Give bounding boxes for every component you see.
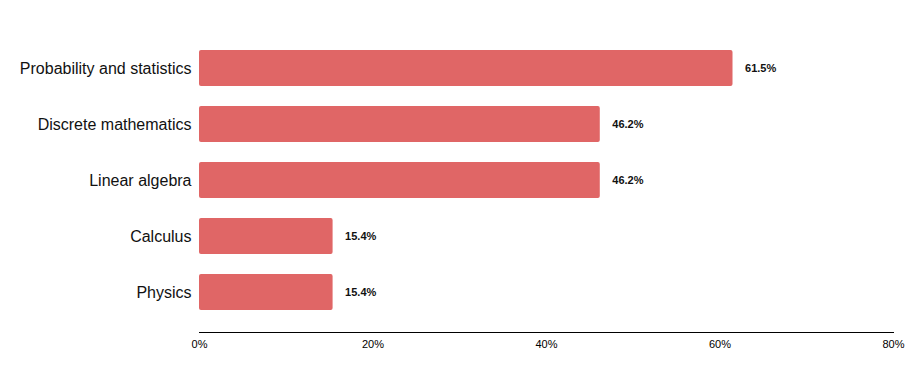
svg-text:15.4%: 15.4% bbox=[345, 230, 376, 242]
svg-text:40%: 40% bbox=[535, 338, 557, 350]
svg-text:Linear algebra: Linear algebra bbox=[89, 172, 191, 189]
svg-text:46.2%: 46.2% bbox=[612, 118, 643, 130]
svg-text:46.2%: 46.2% bbox=[612, 174, 643, 186]
svg-text:Calculus: Calculus bbox=[130, 228, 191, 245]
svg-text:20%: 20% bbox=[362, 338, 384, 350]
svg-text:0%: 0% bbox=[192, 338, 208, 350]
svg-text:Discrete mathematics: Discrete mathematics bbox=[38, 116, 192, 133]
svg-text:15.4%: 15.4% bbox=[345, 286, 376, 298]
svg-text:Probability and statistics: Probability and statistics bbox=[20, 60, 192, 77]
svg-text:60%: 60% bbox=[709, 338, 731, 350]
svg-text:80%: 80% bbox=[882, 338, 904, 350]
svg-text:Physics: Physics bbox=[136, 284, 191, 301]
svg-text:61.5%: 61.5% bbox=[745, 62, 776, 74]
